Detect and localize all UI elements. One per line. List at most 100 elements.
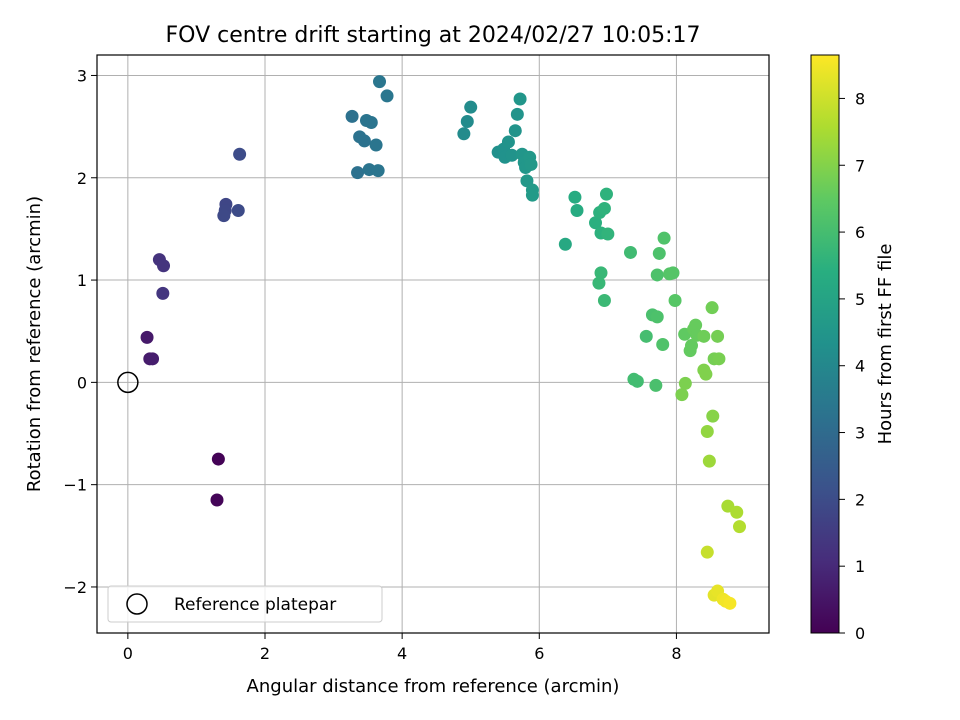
data-point [597, 294, 611, 308]
data-point [589, 216, 603, 230]
data-point [501, 135, 515, 149]
data-point [345, 109, 359, 123]
x-axis-ticks: 0 2 4 6 8 [123, 633, 682, 663]
x-tick-label: 6 [534, 644, 544, 663]
colorbar-tick-label: 2 [855, 490, 865, 509]
data-point [666, 266, 680, 280]
data-point [524, 157, 538, 171]
data-point [650, 268, 664, 282]
data-point [369, 138, 383, 152]
colorbar-tick-label: 3 [855, 424, 865, 443]
plot-area-frame [96, 54, 770, 634]
data-point [711, 329, 725, 343]
data-point [706, 409, 720, 423]
data-point [678, 376, 692, 390]
data-point [457, 127, 471, 141]
data-point [380, 89, 394, 103]
colorbar-tick-label: 1 [855, 557, 865, 576]
colorbar-tick-label: 7 [855, 156, 865, 175]
y-axis-ticks: −2 −1 0 1 2 3 [63, 66, 97, 597]
x-tick-label: 0 [123, 644, 133, 663]
data-point [649, 378, 663, 392]
data-point [364, 116, 378, 130]
data-point [525, 188, 539, 202]
data-point [700, 545, 714, 559]
data-point [146, 352, 160, 366]
data-point [570, 203, 584, 217]
data-point [601, 227, 615, 241]
colorbar-tick-label: 5 [855, 290, 865, 309]
data-point [464, 100, 478, 114]
data-point [233, 147, 247, 161]
colorbar-tick-label: 0 [855, 624, 865, 643]
data-point [630, 374, 644, 388]
data-point [211, 452, 225, 466]
data-point [657, 231, 671, 245]
legend: Reference platepar [107, 585, 383, 623]
data-point [700, 424, 714, 438]
y-tick-label: 1 [77, 271, 87, 290]
x-tick-label: 8 [671, 644, 681, 663]
y-tick-label: 3 [77, 66, 87, 85]
y-tick-label: −1 [63, 476, 87, 495]
data-point [723, 596, 737, 610]
data-point [508, 124, 522, 138]
data-point [668, 294, 682, 308]
data-point [594, 266, 608, 280]
data-point [592, 276, 606, 290]
data-point [510, 107, 524, 121]
data-point [231, 203, 245, 217]
data-point [733, 520, 747, 534]
data-point [702, 454, 716, 468]
data-point [599, 187, 613, 201]
reference-point-marker [117, 371, 139, 394]
y-axis-label: Rotation from reference (arcmin) [24, 196, 45, 492]
data-point [675, 388, 689, 402]
legend-marker-reference [126, 593, 148, 615]
data-point [558, 237, 572, 251]
data-point [210, 493, 224, 507]
data-point [140, 330, 154, 344]
data-point [156, 286, 170, 300]
chart-title: FOV centre drift starting at 2024/02/27 … [166, 23, 701, 48]
data-point [685, 339, 699, 353]
data-point [568, 190, 582, 204]
data-point [351, 166, 365, 180]
data-point [689, 318, 703, 332]
colorbar-gradient [810, 54, 840, 634]
data-point [373, 75, 387, 89]
y-tick-label: −2 [63, 578, 87, 597]
colorbar: 0 1 2 3 4 5 6 7 8 Hours from first FF file [810, 54, 896, 643]
data-point [652, 246, 666, 260]
data-point [639, 329, 653, 343]
legend-label-reference: Reference platepar [174, 595, 336, 615]
data-point [712, 352, 726, 366]
data-point [217, 209, 231, 223]
data-point [699, 367, 713, 381]
data-point [650, 310, 664, 324]
colorbar-label: Hours from first FF file [875, 244, 896, 445]
data-point [357, 134, 371, 148]
data-point [730, 505, 744, 519]
colorbar-tick-label: 6 [855, 223, 865, 242]
colorbar-tick-label: 4 [855, 357, 865, 376]
colorbar-tick-label: 8 [855, 89, 865, 108]
data-points [140, 75, 747, 610]
data-point [157, 259, 171, 273]
y-tick-label: 2 [77, 169, 87, 188]
colorbar-ticks: 0 1 2 3 4 5 6 7 8 [839, 89, 865, 643]
data-point [697, 329, 711, 343]
data-point [460, 114, 474, 128]
data-point [513, 92, 527, 106]
legend-box [107, 585, 383, 623]
x-tick-label: 2 [260, 644, 270, 663]
data-point [623, 245, 637, 259]
data-point [597, 201, 611, 215]
data-point [371, 164, 385, 178]
data-point [505, 148, 519, 162]
x-tick-label: 4 [397, 644, 407, 663]
x-axis-label: Angular distance from reference (arcmin) [247, 676, 620, 697]
data-point [705, 301, 719, 315]
y-tick-label: 0 [77, 373, 87, 392]
